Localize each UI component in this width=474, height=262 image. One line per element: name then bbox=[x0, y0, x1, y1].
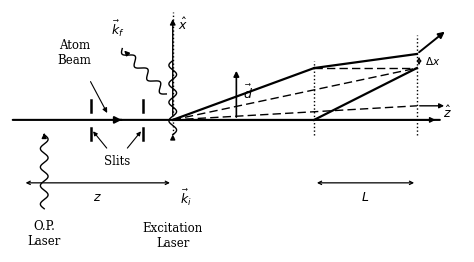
Text: $\hat{x}$: $\hat{x}$ bbox=[178, 18, 188, 34]
Text: Excitation
Laser: Excitation Laser bbox=[143, 222, 203, 250]
Text: $\Delta x$: $\Delta x$ bbox=[425, 55, 440, 67]
Text: $\vec{d}$: $\vec{d}$ bbox=[243, 84, 253, 102]
Text: Atom
Beam: Atom Beam bbox=[57, 39, 91, 67]
Text: $L$: $L$ bbox=[361, 191, 370, 204]
Text: O.P.
Laser: O.P. Laser bbox=[27, 220, 61, 248]
Text: $\hat{z}$: $\hat{z}$ bbox=[443, 105, 451, 121]
Text: $z$: $z$ bbox=[93, 191, 102, 204]
Text: $\vec{k}_i$: $\vec{k}_i$ bbox=[181, 188, 192, 208]
Text: Slits: Slits bbox=[104, 155, 130, 168]
Text: $\vec{k}_f$: $\vec{k}_f$ bbox=[111, 19, 125, 39]
